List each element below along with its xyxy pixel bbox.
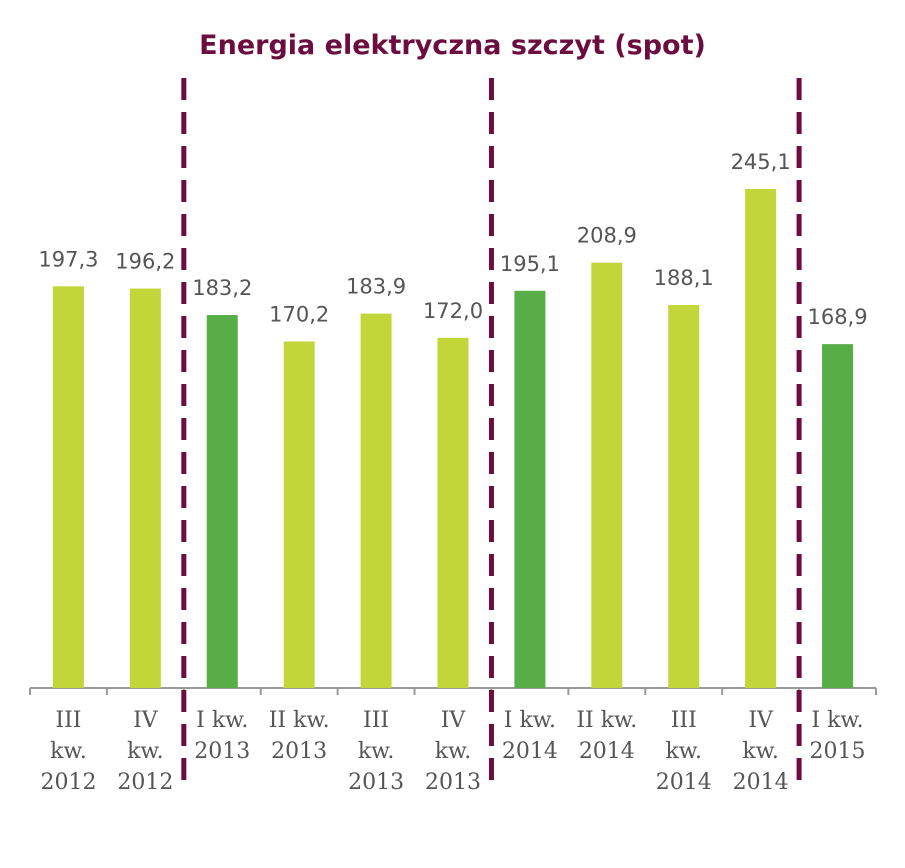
data-label: 195,1 [500, 252, 560, 276]
x-tick-label: 2014 [502, 739, 558, 764]
bar [360, 313, 392, 688]
x-tick-label: 2014 [579, 739, 635, 764]
x-tick-label: III [671, 708, 697, 733]
x-tick-label: 2013 [271, 739, 327, 764]
data-label: 183,2 [192, 276, 252, 300]
x-tick-label: kw. [742, 739, 779, 764]
data-label: 208,9 [577, 224, 637, 248]
x-tick-label: 2013 [425, 770, 481, 795]
x-tick-label: kw. [127, 739, 164, 764]
data-label: 197,3 [38, 247, 98, 271]
x-tick-label: I kw. [811, 708, 863, 733]
bar [206, 315, 238, 688]
bar [52, 286, 84, 688]
bar [437, 337, 469, 688]
bar [514, 290, 546, 688]
bar [591, 262, 623, 688]
data-label: 183,9 [346, 275, 406, 299]
x-tick-label: kw. [358, 739, 395, 764]
data-label: 168,9 [807, 305, 867, 329]
chart-title: Energia elektryczna szczyt (spot) [199, 30, 706, 61]
bar [668, 305, 700, 688]
x-tick-label: IV [441, 708, 467, 733]
bar [129, 288, 161, 688]
data-label: 170,2 [269, 302, 329, 326]
bar [745, 189, 777, 688]
x-tick-label: IV [748, 708, 774, 733]
x-tick-label: 2015 [810, 739, 866, 764]
x-tick-label: II kw. [576, 708, 637, 733]
x-tick-label: 2012 [117, 770, 173, 795]
x-tick-label: III [363, 708, 389, 733]
x-tick-label: II kw. [269, 708, 330, 733]
x-tick-label: 2014 [656, 770, 712, 795]
x-tick-label: III [55, 708, 81, 733]
data-label: 188,1 [654, 266, 714, 290]
x-tick-label: 2014 [733, 770, 789, 795]
bar [283, 341, 315, 688]
x-tick-label: IV [133, 708, 159, 733]
x-tick-label: 2012 [40, 770, 96, 795]
x-tick-label: I kw. [196, 708, 248, 733]
bar [822, 344, 854, 688]
x-tick-label: I kw. [504, 708, 556, 733]
x-tick-label: 2013 [348, 770, 404, 795]
x-tick-label: kw. [665, 739, 702, 764]
data-label: 196,2 [115, 250, 175, 274]
data-label: 172,0 [423, 299, 483, 323]
x-tick-label: 2013 [194, 739, 250, 764]
x-tick-label: kw. [435, 739, 472, 764]
x-tick-label: kw. [50, 739, 87, 764]
data-label: 245,1 [731, 150, 791, 174]
